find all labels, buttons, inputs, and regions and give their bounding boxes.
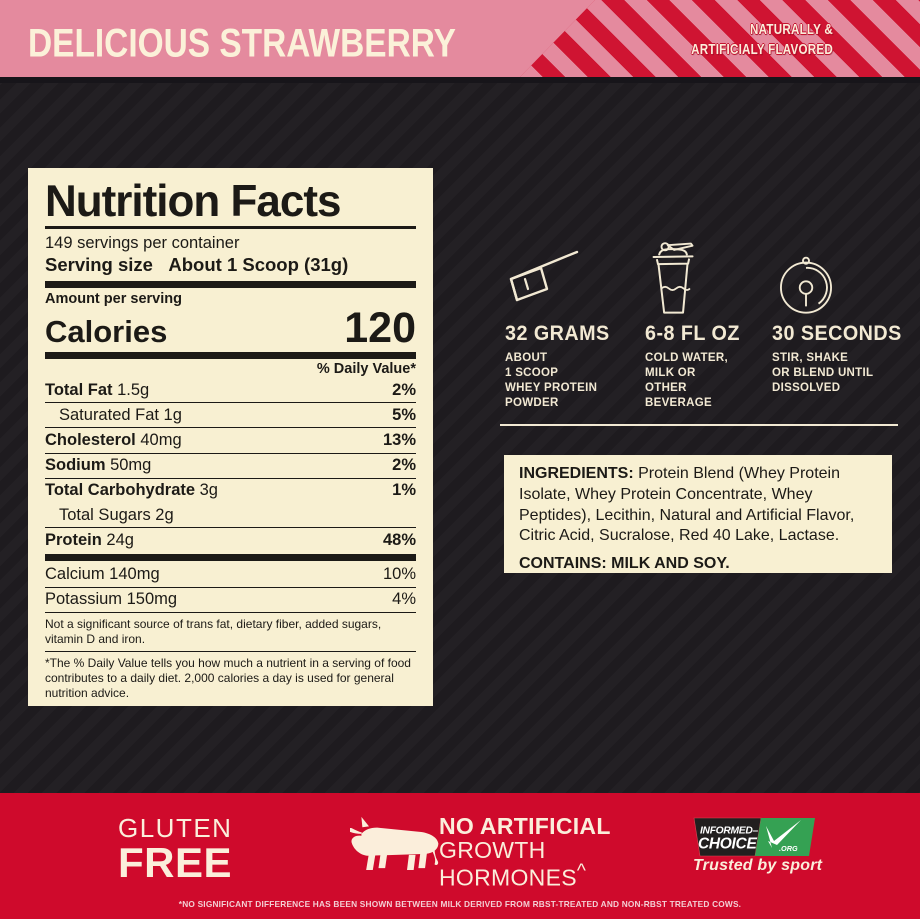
svg-text:.ORG: .ORG <box>779 844 798 853</box>
svg-text:CHOICE: CHOICE <box>698 836 757 853</box>
